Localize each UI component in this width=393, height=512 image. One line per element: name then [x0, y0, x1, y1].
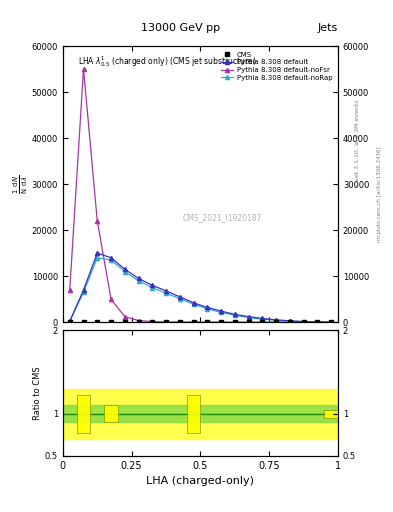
Legend: CMS, Pythia 8.308 default, Pythia 8.308 default-noFsr, Pythia 8.308 default-noRa: CMS, Pythia 8.308 default, Pythia 8.308 … [219, 50, 334, 83]
X-axis label: LHA (charged-only): LHA (charged-only) [147, 476, 254, 486]
Text: CMS_2021_I1920187: CMS_2021_I1920187 [183, 213, 262, 222]
Text: mcplots.cern.ch [arXiv:1306.3436]: mcplots.cern.ch [arXiv:1306.3436] [377, 147, 382, 242]
Text: 13000 GeV pp: 13000 GeV pp [141, 23, 220, 33]
Bar [187, 395, 200, 433]
Bar [324, 410, 338, 418]
Text: Rivet 3.1.10, ≥ 3.3M events: Rivet 3.1.10, ≥ 3.3M events [355, 99, 360, 187]
Text: Jets: Jets [318, 23, 338, 33]
Text: LHA $\lambda^1_{0.5}$ (charged only) (CMS jet substructure): LHA $\lambda^1_{0.5}$ (charged only) (CM… [78, 54, 257, 69]
Y-axis label: Ratio to CMS: Ratio to CMS [33, 366, 42, 420]
Y-axis label: $\frac{1}{\mathrm{N}}\,\frac{\mathrm{d}N}{\mathrm{d}\lambda}$: $\frac{1}{\mathrm{N}}\,\frac{\mathrm{d}N… [12, 175, 30, 194]
Bar [77, 395, 90, 433]
Bar [104, 406, 118, 422]
